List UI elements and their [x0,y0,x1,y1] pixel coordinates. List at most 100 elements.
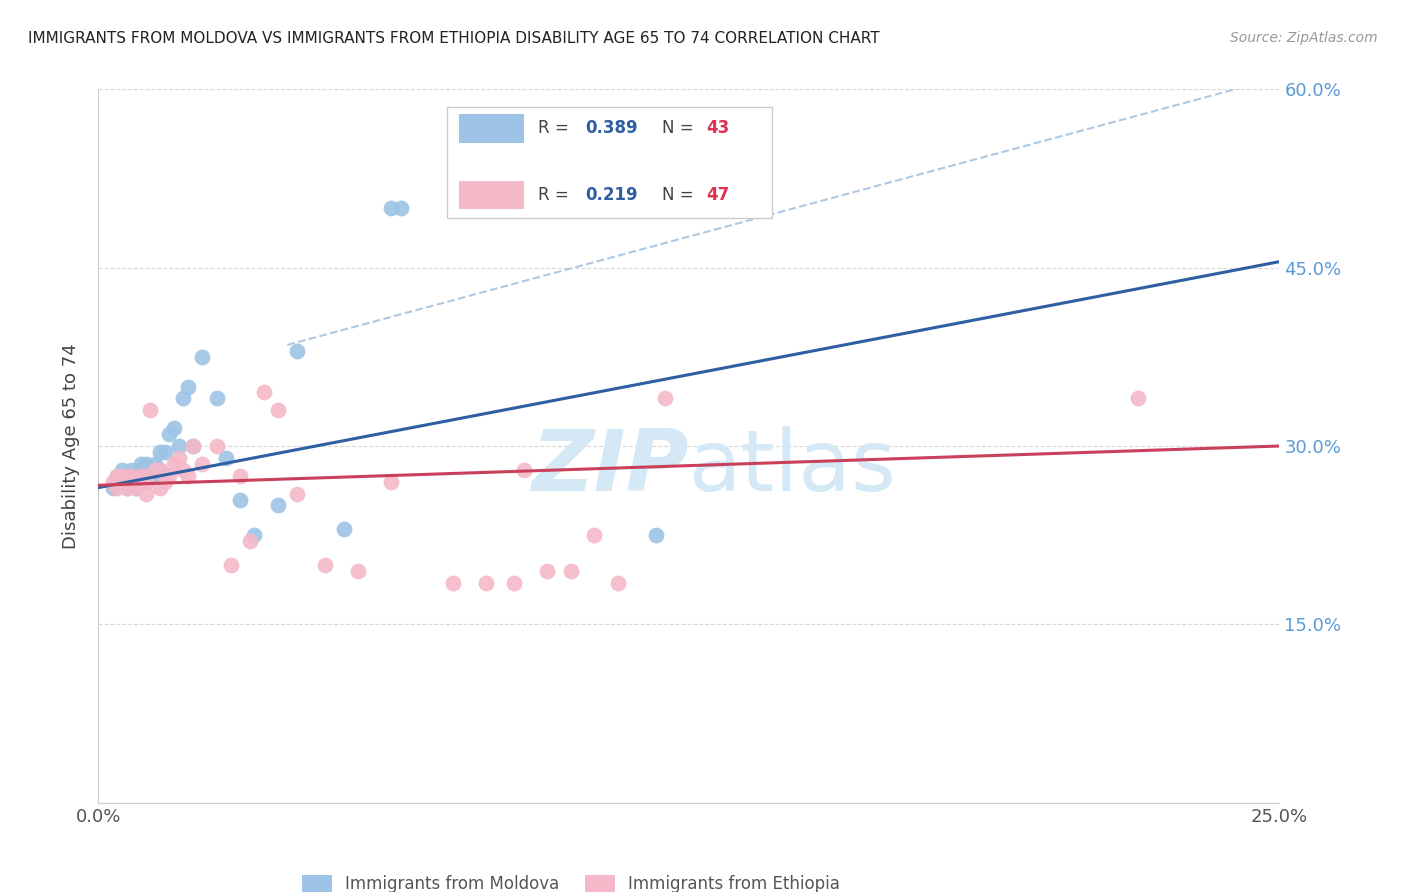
Point [135,457,157,471]
Point [121,463,143,477]
Point [285,486,308,500]
Point [135,463,157,477]
Point [143,463,166,477]
Point [115,468,138,483]
Point [101,481,124,495]
Point [654,392,676,406]
Point [239,534,262,549]
Point [111,468,134,483]
Point [267,499,290,513]
Point [253,385,276,400]
Point [121,468,143,483]
Point [191,457,214,471]
Point [121,468,143,483]
Legend: Immigrants from Moldova, Immigrants from Ethiopia: Immigrants from Moldova, Immigrants from… [295,868,846,892]
Point [389,201,412,215]
Text: Source: ZipAtlas.com: Source: ZipAtlas.com [1230,31,1378,45]
Text: 0.389: 0.389 [585,120,638,137]
Text: atlas: atlas [689,425,897,509]
Point [125,481,148,495]
Text: ZIP: ZIP [531,425,689,509]
Point [105,468,128,483]
Point [215,450,238,465]
Point [149,463,172,477]
Point [167,450,190,465]
Point [115,481,138,495]
Point [181,439,204,453]
FancyBboxPatch shape [458,114,523,143]
FancyBboxPatch shape [447,107,772,218]
Text: R =: R = [537,120,574,137]
Point [163,421,186,435]
Point [143,457,166,471]
Point [157,427,180,442]
Point [143,468,166,483]
Point [267,403,290,417]
Text: N =: N = [662,186,699,203]
Y-axis label: Disability Age 65 to 74: Disability Age 65 to 74 [62,343,80,549]
Point [125,475,148,489]
Point [380,201,402,215]
Point [125,475,148,489]
Point [560,564,582,578]
Point [1126,392,1149,406]
Point [129,468,152,483]
Point [105,481,128,495]
Point [219,558,242,572]
Point [285,343,308,358]
Point [129,463,152,477]
Point [314,558,336,572]
Point [503,575,526,590]
Point [135,468,157,483]
Point [135,475,157,489]
Point [191,350,214,364]
Point [167,439,190,453]
Point [441,575,464,590]
Point [153,475,176,489]
Point [139,463,162,477]
Text: 0.219: 0.219 [585,186,638,203]
Text: 47: 47 [707,186,730,203]
Text: 43: 43 [707,120,730,137]
Point [121,475,143,489]
Point [163,457,186,471]
Point [205,392,228,406]
Point [115,481,138,495]
Point [135,468,157,483]
Point [129,457,152,471]
Point [139,468,162,483]
Point [121,475,143,489]
Point [205,439,228,453]
Text: IMMIGRANTS FROM MOLDOVA VS IMMIGRANTS FROM ETHIOPIA DISABILITY AGE 65 TO 74 CORR: IMMIGRANTS FROM MOLDOVA VS IMMIGRANTS FR… [28,31,880,46]
Point [380,475,402,489]
Point [475,575,498,590]
Point [135,475,157,489]
Point [149,481,172,495]
FancyBboxPatch shape [458,180,523,209]
Point [149,445,172,459]
Point [725,160,748,174]
Point [172,392,194,406]
Point [512,463,534,477]
Text: N =: N = [662,120,699,137]
Point [229,492,252,507]
Point [129,468,152,483]
Point [111,475,134,489]
Point [139,403,162,417]
Point [172,463,194,477]
Point [157,468,180,483]
Point [153,445,176,459]
Point [181,439,204,453]
Point [229,468,252,483]
Point [536,564,558,578]
Point [125,481,148,495]
Point [607,575,630,590]
Point [644,528,666,542]
Point [583,528,606,542]
Point [347,564,370,578]
Point [243,528,266,542]
Point [111,475,134,489]
Point [111,463,134,477]
Point [105,468,128,483]
Point [149,463,172,477]
